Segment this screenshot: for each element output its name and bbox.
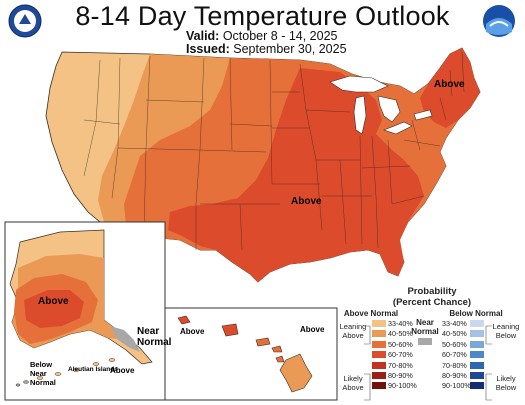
issued-value: September 30, 2025 <box>233 42 347 56</box>
alaska-region-60 <box>24 290 84 328</box>
lake-superior <box>329 75 389 93</box>
legend-above-range: 50-60% <box>388 339 413 349</box>
legend-above-swatch <box>372 361 386 369</box>
legend-above-range: 40-50% <box>388 329 413 339</box>
valid-label: Valid: <box>186 29 220 43</box>
legend-below-swatch <box>470 361 484 369</box>
valid-value: October 8 - 14, 2025 <box>222 29 338 43</box>
issued-label: Issued: <box>186 42 230 56</box>
above-label-central: Above <box>291 196 322 207</box>
legend-below-swatch <box>470 372 484 379</box>
near-normal-label-alaska: Near Normal <box>137 326 172 348</box>
legend-below-range: 70-80% <box>442 360 467 370</box>
legend-below-range: 90-100% <box>442 381 471 391</box>
legend-title: Probability (Percent Chance) <box>392 286 472 308</box>
legend-above-range: 33-40% <box>388 319 413 328</box>
alaska-near-normal <box>110 326 140 352</box>
legend-above-range: 80-90% <box>388 371 413 380</box>
legend-above-header: Above Normal <box>343 309 399 318</box>
northeast-region-60 <box>420 48 480 128</box>
legend-below-swatch <box>470 351 484 359</box>
legend-above-swatch <box>372 351 386 359</box>
legend-below-range: 60-70% <box>442 350 467 360</box>
legend-below-range: 33-40% <box>442 319 467 328</box>
legend-below-swatch <box>470 330 484 338</box>
page-title: 8-14 Day Temperature Outlook <box>75 1 450 31</box>
legend-above-range: 60-70% <box>388 350 413 360</box>
probability-legend: Probability (Percent Chance) Above Norma… <box>340 282 525 405</box>
legend-below-range: 80-90% <box>442 371 467 380</box>
lake-erie <box>383 121 413 135</box>
legend-leaning-below: Leaning Below <box>492 322 520 340</box>
legend-near-swatch <box>418 338 432 345</box>
above-label-hawaii-west: Above <box>180 327 205 336</box>
above-label-northeast: Above <box>434 79 465 90</box>
above-label-hawaii-east: Above <box>300 325 325 334</box>
noaa-cpc-seal-icon <box>8 4 42 38</box>
lake-michigan <box>353 95 367 135</box>
legend-above-swatch <box>372 340 386 348</box>
aleutian-islands <box>15 358 116 387</box>
hawaii-islands <box>177 315 313 393</box>
legend-below-header: Below Normal <box>449 309 503 318</box>
hawaii-inset-frame <box>164 307 338 401</box>
legend-below-swatch <box>470 382 484 390</box>
lake-ontario <box>413 109 433 121</box>
legend-below-swatch <box>470 320 484 327</box>
above-label-alaska: Above <box>38 296 69 307</box>
lake-huron <box>377 95 401 123</box>
legend-above-swatch <box>372 330 386 338</box>
legend-likely-above: Likely Above <box>342 374 364 392</box>
legend-leaning-above: Leaning Above <box>339 322 367 340</box>
legend-below-range: 40-50% <box>442 329 467 339</box>
below-near-normal-label: Below Near Normal <box>30 360 56 387</box>
state-borders <box>83 51 465 251</box>
legend-above-range: 90-100% <box>388 381 417 391</box>
legend-above-swatch <box>372 372 386 379</box>
legend-near-header: Near Normal <box>411 318 439 336</box>
legend-above-swatch <box>372 382 386 390</box>
above-label-aleutians: Above <box>110 366 135 375</box>
legend-above-swatch <box>372 320 386 327</box>
legend-below-range: 50-60% <box>442 339 467 349</box>
legend-above-range: 70-80% <box>388 360 413 370</box>
legend-likely-below: Likely Below <box>495 374 517 392</box>
noaa-logo-icon <box>482 4 516 38</box>
legend-below-swatch <box>470 340 484 348</box>
aleutian-islands-label: Aleutian Islands <box>68 366 118 373</box>
